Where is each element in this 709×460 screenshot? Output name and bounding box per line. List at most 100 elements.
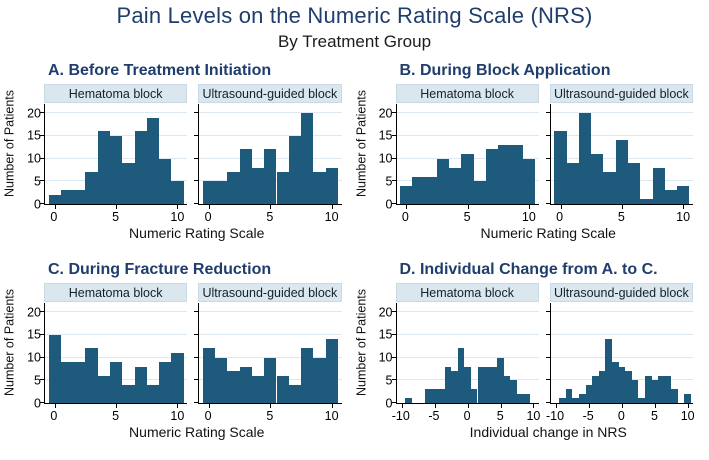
y-tick-mark (545, 402, 551, 403)
x-axis-tick-labels: -10 -5 0 5 10 (546, 404, 695, 422)
histogram-bar (109, 135, 123, 204)
figure-title: Pain Levels on the Numeric Rating Scale … (116, 3, 593, 28)
x-axis-title: Numeric Rating Scale (129, 225, 265, 241)
y-tick-mark (194, 356, 200, 358)
histogram-bar (640, 199, 653, 204)
y-tick-mark (545, 157, 551, 159)
y-axis-title: Number of Patients (354, 289, 368, 397)
x-tick-mark (683, 204, 685, 209)
x-tick-label: 10 (526, 409, 541, 423)
y-axis-tick-labels: 0 5 10 15 20 (369, 84, 396, 210)
histogram-bar (171, 353, 184, 403)
y-tick-mark (545, 379, 551, 381)
x-tick-mark (556, 403, 558, 408)
histogram-bar (461, 154, 474, 204)
histogram-bar (431, 389, 438, 403)
y-tick-label: 20 (27, 105, 41, 120)
histogram-bar (579, 393, 586, 403)
y-tick-label: 0 (385, 196, 393, 211)
panel-d: D. Individual Change from A. to C. Numbe… (354, 255, 702, 454)
x-tick-label: -5 (428, 409, 440, 423)
panel-c: C. During Fracture Reduction Number of P… (2, 255, 350, 454)
histogram-bar (424, 176, 437, 204)
y-tick-mark (391, 180, 397, 182)
y-axis-tick-labels: 0 5 10 15 20 (17, 283, 44, 409)
x-tick-label: 5 (463, 210, 471, 224)
panel-a-title: A. Before Treatment Initiation (48, 62, 272, 79)
y-tick-mark (40, 402, 45, 403)
histogram-bar (264, 149, 277, 204)
histogram-bar (109, 362, 123, 403)
y-tick-mark (391, 157, 397, 159)
y-tick-mark (194, 203, 200, 204)
histogram-bar (470, 389, 478, 403)
gridline (199, 311, 342, 313)
histogram-bar (251, 375, 265, 403)
histogram-plot (391, 303, 539, 408)
y-tick-label: 10 (378, 151, 393, 166)
histogram-plot (545, 303, 693, 408)
y-tick-label: 20 (378, 105, 393, 120)
subplot-ultrasound: Ultrasound-guided block 0 5 10 (194, 283, 342, 422)
y-tick-label: 15 (27, 327, 41, 342)
histogram-bar (566, 163, 579, 204)
gridline (396, 356, 539, 358)
gridline (199, 112, 342, 114)
histogram-bar (457, 348, 465, 403)
histogram-bar (301, 348, 314, 403)
y-tick-label: 5 (385, 373, 393, 388)
histogram-bar (671, 389, 678, 403)
x-tick-label: 5 (112, 409, 120, 423)
y-tick-mark (40, 157, 45, 159)
histogram-bar (628, 163, 641, 204)
histogram-bar (615, 140, 628, 204)
y-tick-mark (194, 134, 200, 136)
histogram-bar (585, 384, 593, 403)
y-axis-tick-labels: 0 5 10 15 20 (369, 283, 396, 409)
histogram-bar (618, 366, 626, 403)
y-tick-label: 0 (34, 196, 41, 211)
x-tick-label: 10 (170, 409, 185, 423)
x-tick-mark (467, 204, 469, 209)
x-axis-title: Numeric Rating Scale (480, 225, 616, 241)
gridline (396, 112, 539, 114)
y-tick-label: 10 (378, 350, 393, 365)
histogram-bar (251, 167, 265, 204)
y-tick-mark (391, 134, 397, 136)
histogram-bar (572, 398, 580, 403)
histogram-bar (73, 190, 86, 204)
subplot-header: Hematoma block (44, 84, 188, 103)
x-tick-mark (116, 204, 118, 209)
subplot-header: Hematoma block (395, 84, 539, 103)
x-tick-mark (331, 204, 333, 209)
y-tick-label: 10 (27, 350, 41, 365)
histogram-bar (436, 158, 450, 204)
x-tick-mark (588, 403, 590, 408)
histogram-bar (239, 149, 252, 204)
histogram-bar (565, 389, 573, 403)
x-tick-mark (621, 204, 623, 209)
histogram-bar (85, 172, 98, 204)
y-tick-mark (391, 112, 397, 114)
histogram-plot (391, 104, 539, 209)
y-axis-title: Number of Patients (2, 289, 17, 397)
y-tick-mark (545, 333, 551, 335)
histogram-bar (510, 144, 523, 204)
histogram-bar (522, 158, 536, 204)
x-tick-mark (54, 204, 56, 209)
histogram-bar (651, 380, 659, 403)
subplot-header: Ultrasound-guided block (549, 283, 693, 302)
gridline (45, 112, 188, 114)
histogram-bar (517, 393, 524, 403)
x-tick-label: 0 (204, 210, 212, 224)
x-tick-label: 10 (170, 210, 185, 224)
y-tick-mark (545, 180, 551, 182)
histogram-bar (60, 362, 74, 403)
histogram-bar (684, 393, 692, 403)
subplot-ultrasound: Ultrasound-guided block 0 5 10 (545, 84, 693, 223)
histogram-bar (591, 154, 604, 204)
y-tick-label: 5 (385, 174, 393, 189)
subplot-header: Ultrasound-guided block (198, 84, 342, 103)
histogram-bar (325, 167, 338, 204)
y-tick-mark (194, 333, 200, 335)
